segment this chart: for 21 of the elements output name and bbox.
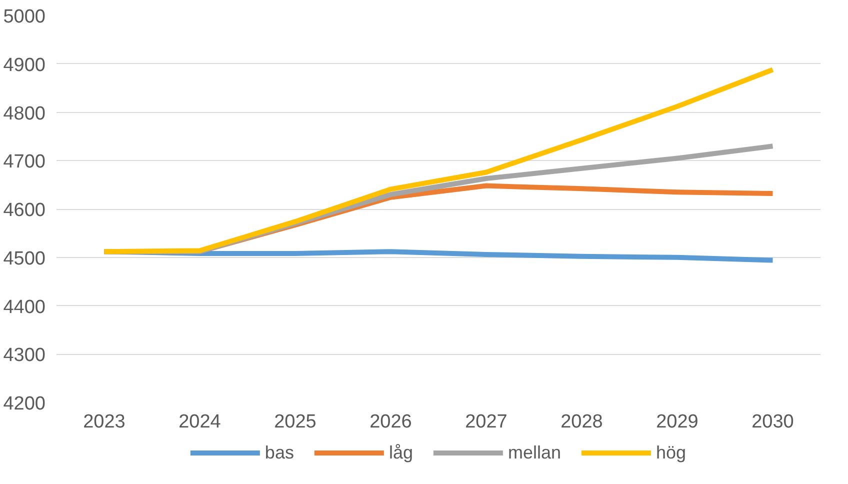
y-tick-label: 4200 xyxy=(3,394,46,414)
y-tick-label: 4400 xyxy=(3,296,46,318)
x-tick-label: 2026 xyxy=(370,412,412,432)
y-tick-label: 5000 xyxy=(3,6,46,28)
y-tick-label: 4500 xyxy=(3,248,46,270)
x-tick-label: 2025 xyxy=(274,412,316,432)
x-tick-label: 2029 xyxy=(656,412,698,432)
y-tick-label: 4600 xyxy=(3,200,46,221)
legend-label: låg xyxy=(388,442,413,463)
y-tick-label: 4900 xyxy=(3,54,46,76)
x-tick-label: 2030 xyxy=(752,412,794,432)
x-tick-label: 2028 xyxy=(560,412,603,432)
y-tick-label: 4800 xyxy=(3,103,46,124)
legend-label: mellan xyxy=(508,442,562,463)
y-tick-label: 4700 xyxy=(3,152,46,173)
legend-label: bas xyxy=(264,442,294,463)
y-tick-label: 4300 xyxy=(3,345,46,366)
x-tick-label: 2023 xyxy=(83,412,126,432)
x-tick-label: 2027 xyxy=(465,412,508,432)
x-tick-label: 2024 xyxy=(178,412,222,432)
legend-label: hög xyxy=(656,442,686,463)
